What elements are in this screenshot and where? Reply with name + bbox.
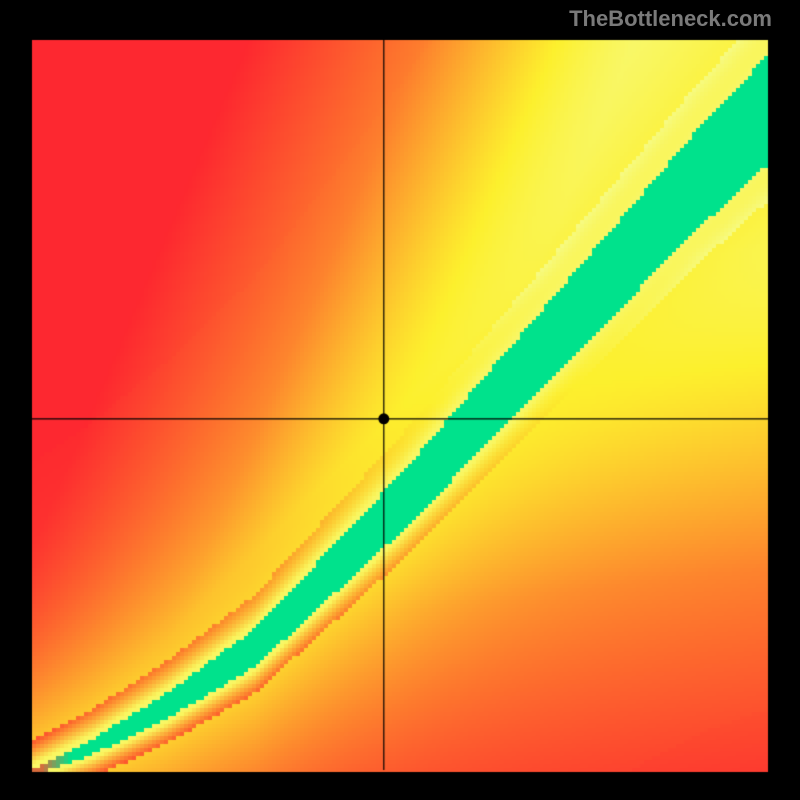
bottleneck-heatmap: [0, 0, 800, 800]
